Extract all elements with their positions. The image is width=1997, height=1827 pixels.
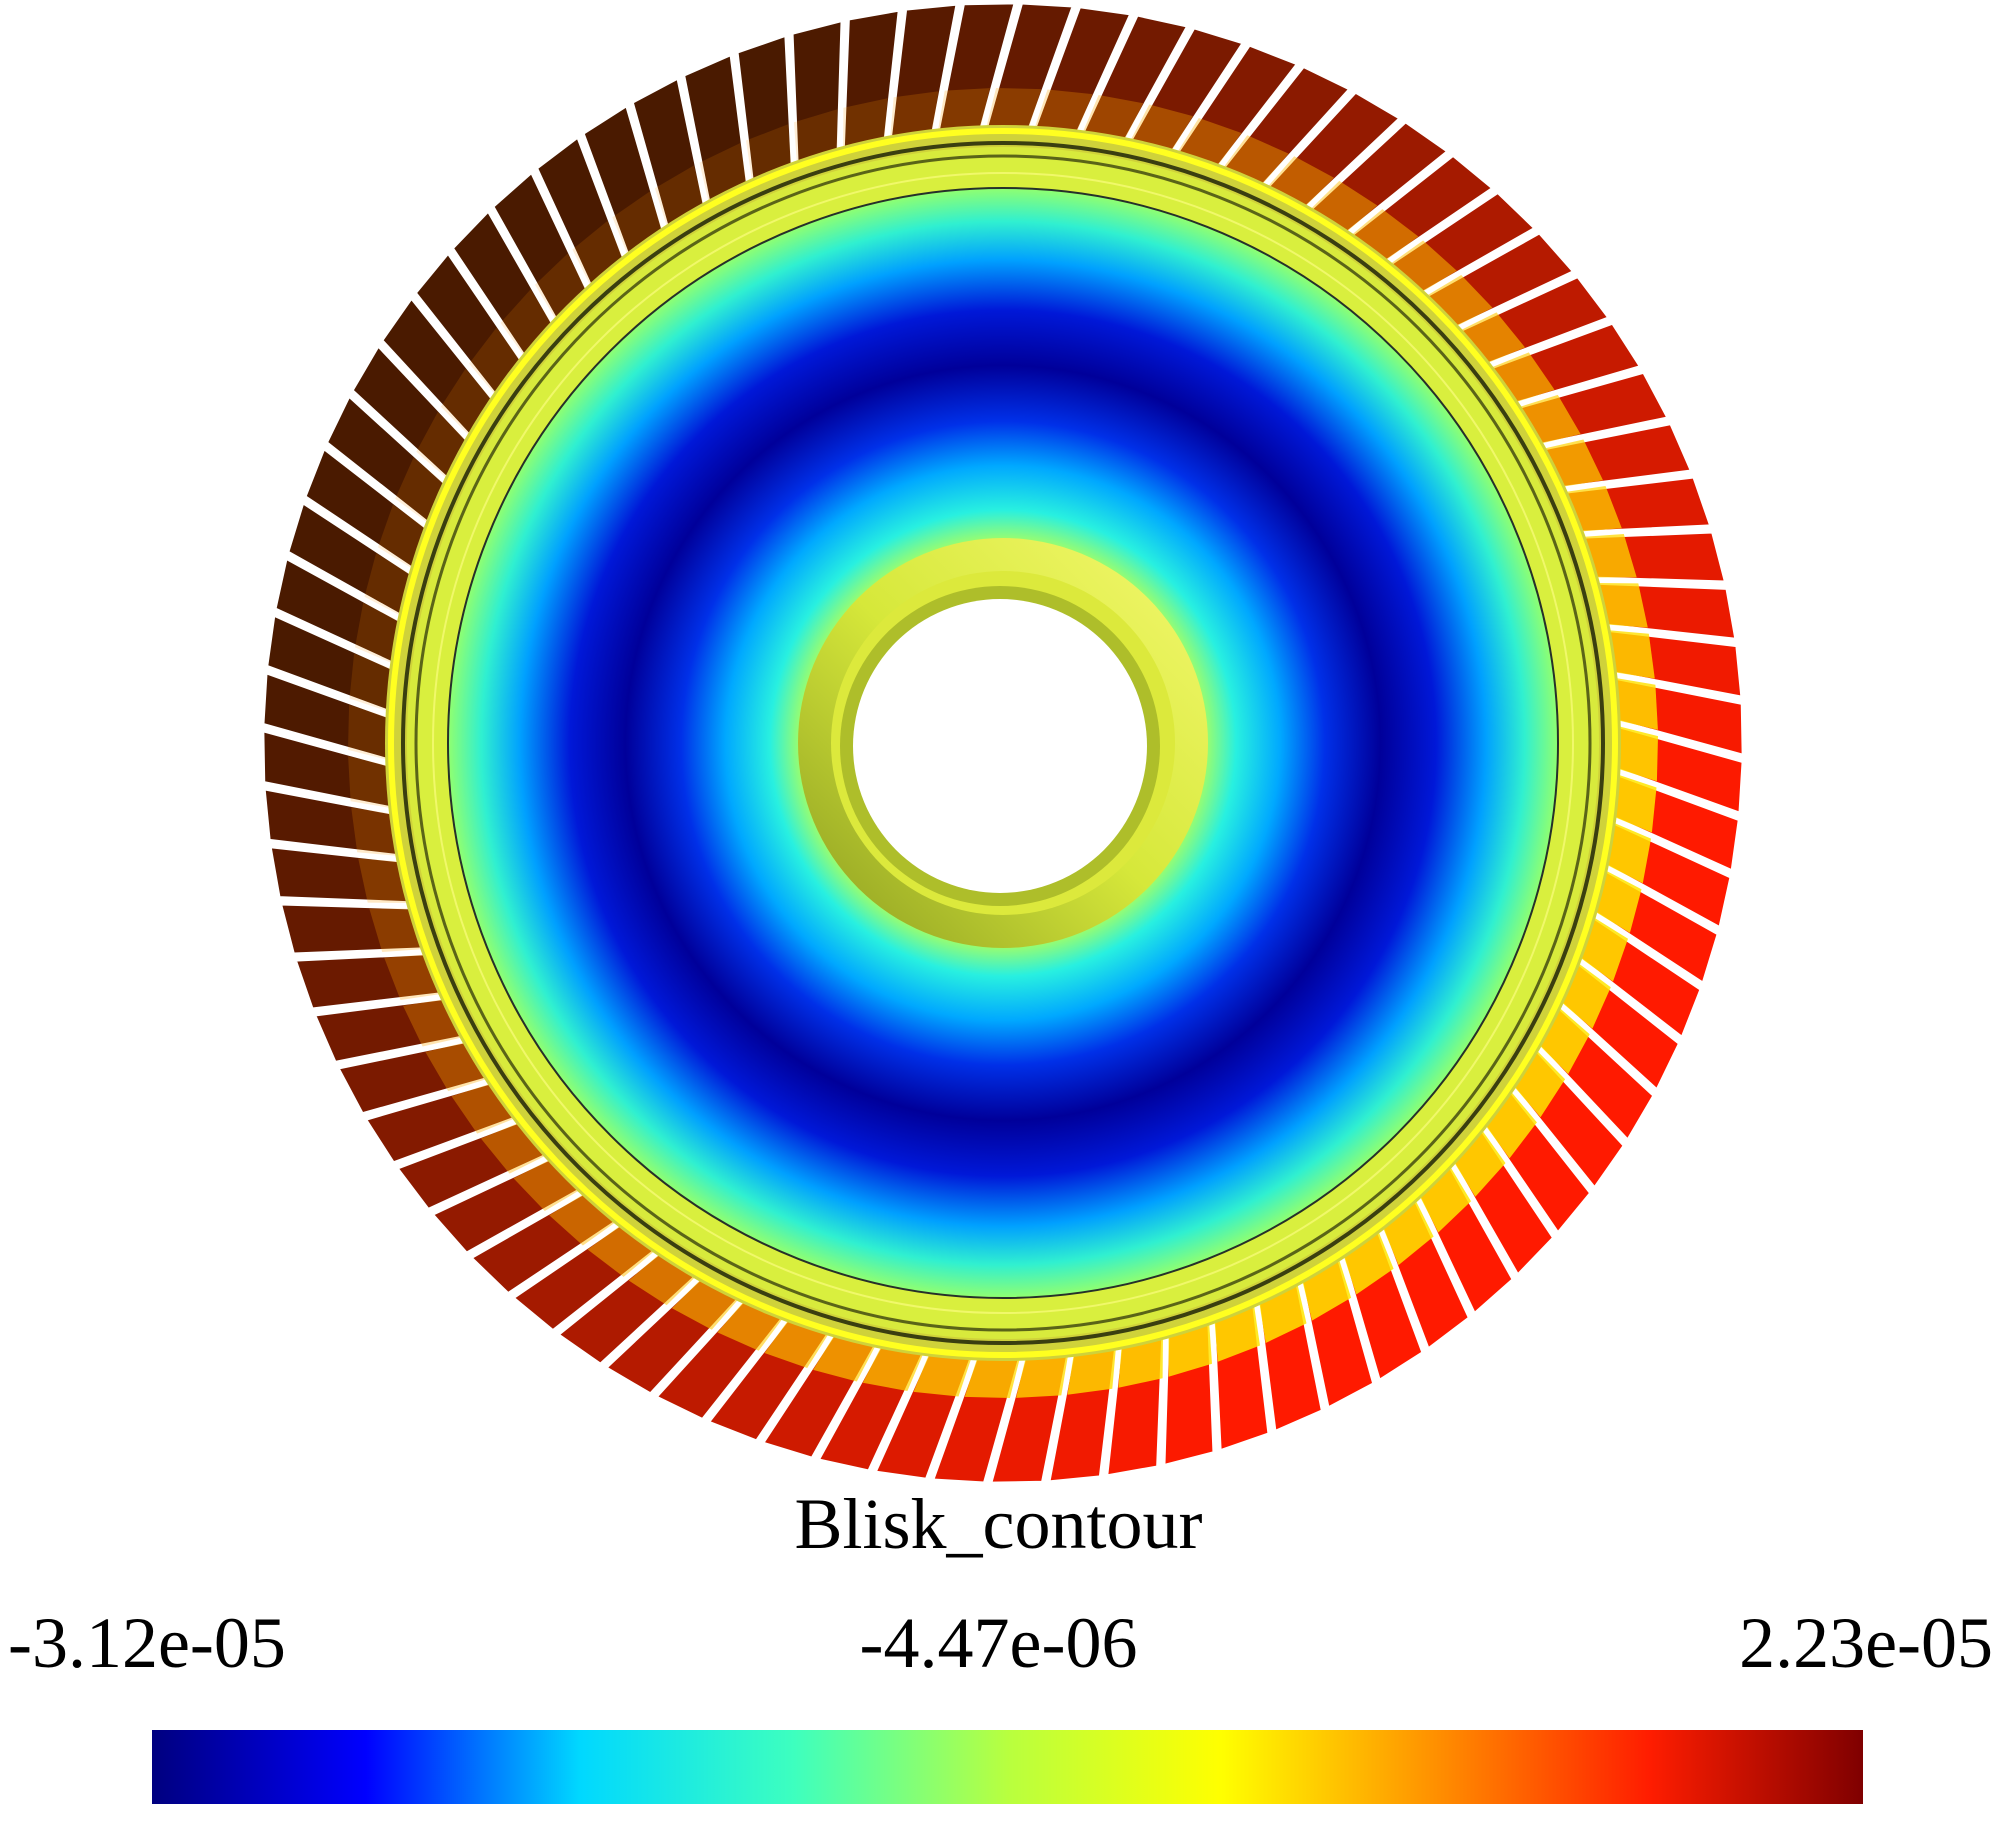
colorbar-min-label: -3.12e-05 — [8, 1603, 286, 1683]
rim-fine-line — [432, 172, 1574, 1314]
colorbar-mid-label: -4.47e-06 — [859, 1603, 1138, 1683]
blade-ring — [261, 1, 1745, 1485]
outer-rim-highlight — [388, 128, 1618, 1358]
outer-rim-groove — [401, 141, 1605, 1345]
colorbar-gradient — [152, 1730, 1863, 1804]
hub-bore — [853, 599, 1147, 893]
colorbar-max-label: 2.23e-05 — [1739, 1603, 1993, 1683]
rim-inner-groove — [414, 154, 1592, 1332]
disk-web-edge — [447, 187, 1559, 1299]
colorbar — [152, 1730, 1863, 1804]
plot-title: Blisk_contour — [794, 1484, 1203, 1564]
